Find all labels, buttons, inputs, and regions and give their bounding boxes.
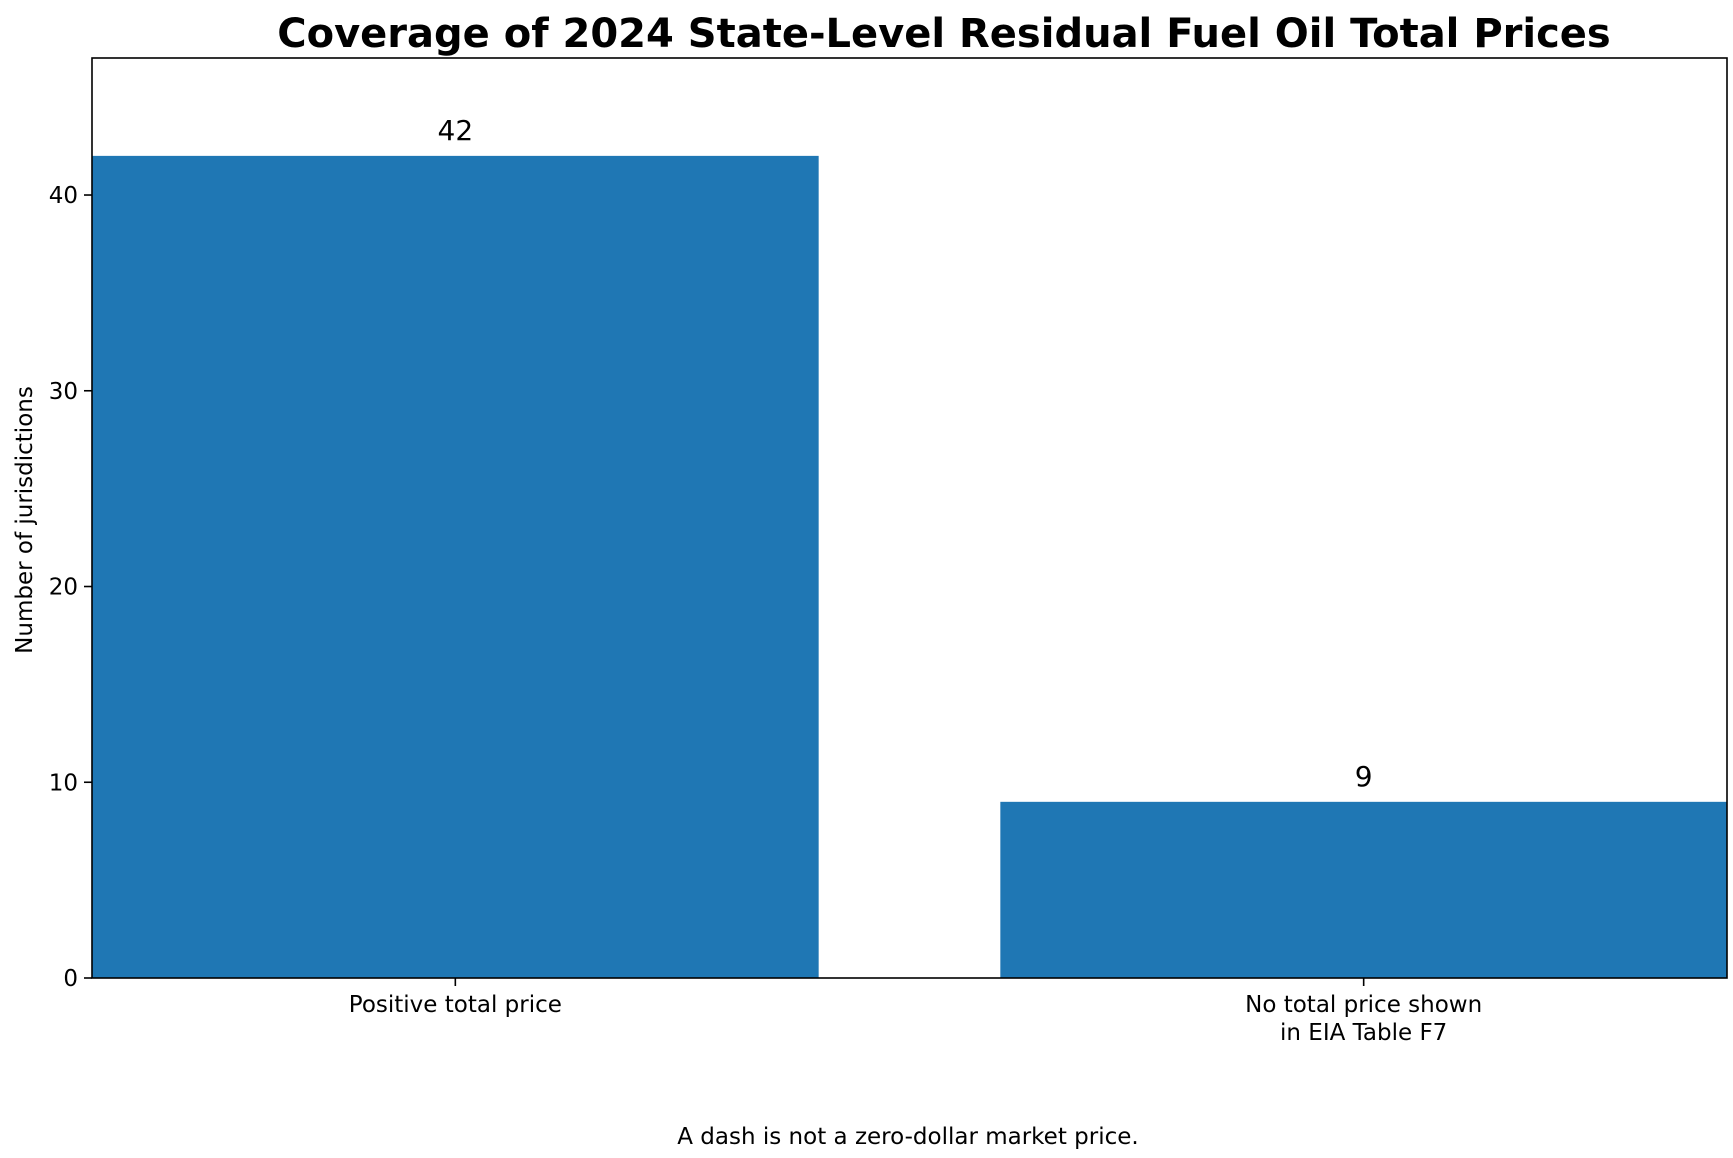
y-tick-label-0: 0 [63, 966, 78, 992]
y-tick-label-3: 30 [49, 379, 78, 405]
y-tick-label-1: 10 [49, 770, 78, 796]
plot-area: 42 9 0 10 20 30 40 Positive total price No total… [49, 57, 1728, 1046]
data-label-0: 42 [438, 114, 474, 147]
bar-0 [92, 155, 819, 979]
chart-title: Coverage of 2024 State-Level Residual Fu… [277, 11, 1610, 57]
y-tick-label-4: 40 [49, 183, 78, 209]
axes-frame [91, 57, 1728, 979]
data-label-1: 9 [1355, 760, 1373, 793]
x-tick-label-0: Positive total price [349, 992, 562, 1018]
chart-caption: A dash is not a zero-dollar market price… [677, 1124, 1138, 1150]
x-tick-label-line: No total price shown [1245, 992, 1482, 1018]
x-tick-label-1: No total price shown in EIA Table F7 [1245, 992, 1482, 1046]
y-axis-label: Number of jurisdictions [12, 386, 38, 654]
x-tick-label-line: in EIA Table F7 [1280, 1020, 1447, 1046]
bar-1 [1000, 801, 1727, 978]
x-tick-label-line: Positive total price [349, 992, 562, 1018]
y-tick-label-2: 20 [49, 575, 78, 601]
